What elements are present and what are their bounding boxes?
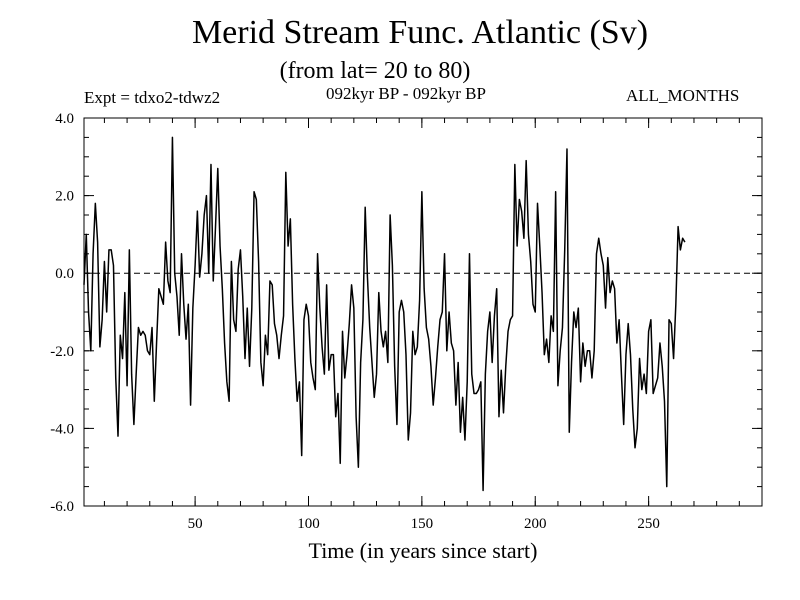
x-tick-label: 100 bbox=[297, 516, 320, 532]
series-line bbox=[83, 136, 686, 492]
chart-title: Merid Stream Func. Atlantic (Sv) bbox=[191, 14, 649, 51]
chart-subtitle: (from lat= 20 to 80) bbox=[279, 58, 471, 84]
x-tick-label: 250 bbox=[637, 516, 660, 532]
y-tick-label: 0.0 bbox=[55, 266, 74, 282]
experiment-label: Expt = tdxo2-tdwz2 bbox=[84, 88, 221, 107]
x-tick-label: 200 bbox=[524, 516, 547, 532]
x-tick-label: 50 bbox=[188, 516, 203, 532]
x-axis-label: Time (in years since start) bbox=[308, 538, 538, 563]
y-tick-label: -4.0 bbox=[50, 421, 74, 437]
months-label: ALL_MONTHS bbox=[626, 86, 740, 105]
period-label: 092kyr BP - 092kyr BP bbox=[326, 84, 486, 103]
plot-frame bbox=[83, 117, 763, 507]
y-tick-label: 2.0 bbox=[55, 189, 74, 205]
x-tick-label: 150 bbox=[411, 516, 434, 532]
y-tick-label: 4.0 bbox=[55, 111, 74, 127]
y-tick-label: -2.0 bbox=[50, 344, 74, 360]
y-tick-label: -6.0 bbox=[50, 499, 74, 515]
